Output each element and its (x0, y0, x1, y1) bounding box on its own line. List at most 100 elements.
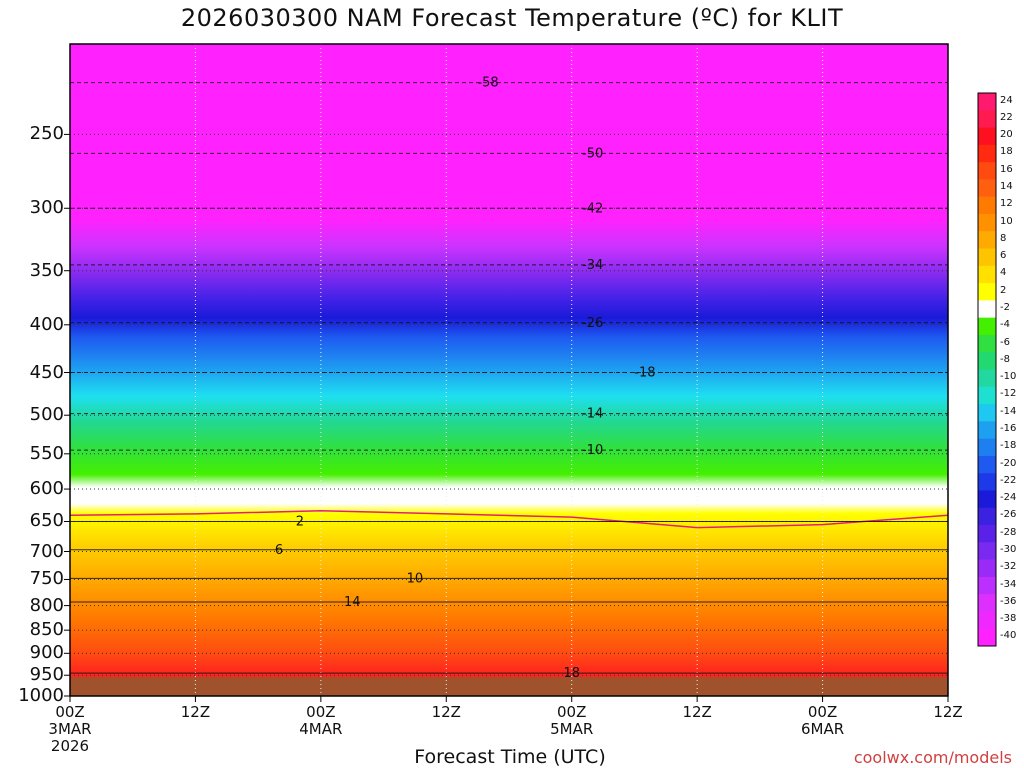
colorbar-swatch (978, 576, 996, 595)
x-tick-label: 12Z (933, 703, 963, 721)
y-tick-label: 300 (29, 197, 64, 219)
colorbar-swatch (978, 438, 996, 457)
chart-title: 2026030300 NAM Forecast Temperature (ºC)… (180, 4, 844, 32)
colorbar-swatch (978, 300, 996, 319)
x-tick-label: 00Z 3MAR 2026 (48, 703, 92, 755)
colorbar-swatch (978, 196, 996, 215)
isotherm-label: -42 (582, 201, 603, 216)
isotherm-label: 6 (275, 543, 283, 558)
colorbar-swatch (978, 421, 996, 440)
colorbar-swatch (978, 265, 996, 284)
x-tick-label: 12Z (431, 703, 461, 721)
y-tick-label: 750 (29, 568, 64, 590)
colorbar-label: 10 (1000, 215, 1013, 227)
y-tick-label: 250 (29, 123, 64, 145)
y-tick-label: 650 (29, 510, 64, 532)
y-tick-label: 900 (29, 642, 64, 664)
colorbar-swatch (978, 455, 996, 474)
colorbar-label: -10 (1000, 371, 1017, 383)
colorbar-label: -16 (1000, 422, 1017, 434)
colorbar-label: -6 (1000, 336, 1010, 348)
isotherm-label: -14 (582, 407, 603, 422)
x-tick-label: 00Z 4MAR (299, 703, 343, 738)
colorbar-swatch (978, 93, 996, 111)
colorbar-label: 14 (1000, 181, 1013, 193)
colorbar-swatch (978, 386, 996, 405)
isotherm-label: 10 (407, 571, 424, 586)
colorbar-label: -32 (1000, 561, 1017, 573)
colorbar-label: -18 (1000, 440, 1017, 452)
colorbar-label: 2 (1000, 284, 1007, 296)
colorbar-label: -38 (1000, 613, 1017, 625)
isotherm-label: -26 (582, 316, 603, 331)
y-tick-label: 350 (29, 259, 64, 281)
colorbar-swatch (978, 473, 996, 491)
colorbar-label: 16 (1000, 163, 1013, 175)
colorbar-label: -24 (1000, 492, 1017, 504)
x-tick-label: 12Z (180, 703, 211, 721)
colorbar-label: -8 (1000, 353, 1010, 365)
colorbar-swatch (978, 110, 996, 129)
colorbar-swatch (978, 231, 996, 250)
x-axis-label: Forecast Time (UTC) (414, 746, 606, 768)
isotherm-label: -10 (582, 443, 603, 458)
y-tick-label: 400 (29, 313, 64, 335)
colorbar-label: -28 (1000, 526, 1017, 538)
temperature-field (70, 44, 948, 696)
y-tick-label: 500 (29, 404, 64, 426)
isotherm-label: 2 (296, 514, 304, 529)
colorbar-swatch (978, 317, 996, 336)
colorbar-swatch (978, 507, 996, 526)
isotherm-label: 18 (563, 666, 580, 681)
y-tick-label: 800 (29, 594, 64, 616)
colorbar-label: 12 (1000, 198, 1013, 210)
colorbar-swatch (978, 248, 996, 267)
colorbar-swatch (978, 283, 996, 301)
colorbar-frame (977, 92, 997, 647)
colorbar-swatch (978, 127, 996, 146)
colorbar-swatch (978, 369, 996, 388)
credit-text: coolwx.com/models (853, 748, 1012, 767)
colorbar-swatch (978, 628, 996, 647)
colorbar-label: -20 (1000, 457, 1017, 469)
colorbar-label: 20 (1000, 129, 1013, 141)
colorbar-swatch (978, 559, 996, 578)
colorbar-swatch (978, 594, 996, 612)
colorbar-swatch (978, 525, 996, 543)
ground-band (70, 677, 948, 696)
y-tick-label: 700 (29, 540, 64, 562)
colorbar-label: -34 (1000, 578, 1017, 590)
colorbar-swatch (978, 144, 996, 163)
colorbar-swatch (978, 334, 996, 353)
x-tick-label: 00Z 5MAR (550, 703, 594, 738)
y-tick-label: 450 (29, 361, 64, 383)
colorbar-swatch (978, 404, 996, 422)
colorbar-label: -36 (1000, 595, 1017, 607)
colorbar-label: 22 (1000, 111, 1013, 123)
colorbar-swatch (978, 162, 996, 180)
colorbar-label: -22 (1000, 474, 1017, 486)
x-tick-label: 12Z (682, 703, 712, 721)
colorbar-label: -4 (1000, 319, 1010, 331)
colorbar-label: 6 (1000, 250, 1007, 262)
colorbar-swatch (978, 490, 996, 509)
colorbar-label: -40 (1000, 630, 1017, 642)
y-tick-label: 950 (29, 664, 64, 686)
colorbar-swatch (978, 542, 996, 561)
colorbar-swatch (978, 213, 996, 232)
colorbar-label: -14 (1000, 405, 1017, 417)
isotherm-label: -58 (477, 76, 498, 91)
colorbar-label: 18 (1000, 146, 1013, 158)
isotherm-label: -50 (582, 146, 603, 161)
colorbar-label: -12 (1000, 388, 1017, 400)
colorbar-label: -2 (1000, 302, 1010, 314)
isotherm-label: -18 (634, 366, 655, 381)
colorbar-swatch (978, 611, 996, 630)
isotherm-label: 14 (344, 595, 361, 610)
colorbar-label: -26 (1000, 509, 1017, 521)
isotherm-label: -34 (582, 258, 603, 273)
colorbar-label: -30 (1000, 543, 1017, 555)
y-tick-label: 600 (29, 478, 64, 500)
